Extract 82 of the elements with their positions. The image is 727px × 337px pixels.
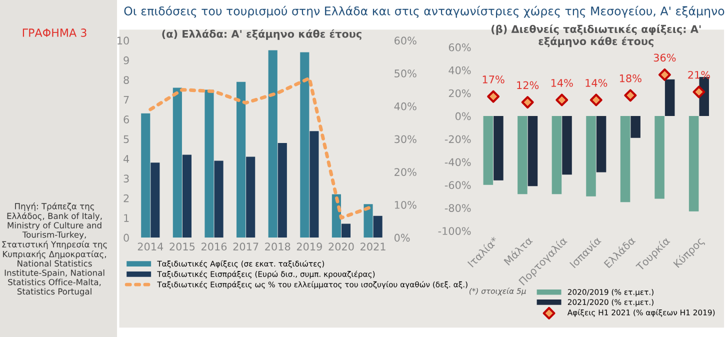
bar <box>562 116 572 175</box>
bar <box>172 88 182 238</box>
bar <box>596 116 606 172</box>
bar <box>483 116 494 185</box>
bar <box>518 116 528 194</box>
y2-tick-label: 10% <box>394 200 416 209</box>
bar <box>310 131 319 238</box>
point <box>590 94 602 106</box>
bar <box>246 156 256 238</box>
data-label: 14% <box>586 78 608 87</box>
data-label: 14% <box>551 78 573 87</box>
y-tick-label: 5 <box>124 135 129 144</box>
y-tick-label: 7 <box>124 96 129 104</box>
x-tick-label: 2017 <box>233 242 258 251</box>
y-tick-label: 20% <box>448 89 471 98</box>
bar <box>204 90 214 238</box>
y2-tick-label: 50% <box>394 70 416 78</box>
data-label: 21% <box>688 70 710 79</box>
x-tick-label: 2020 <box>328 242 354 251</box>
y2-tick-label: 30% <box>394 135 416 144</box>
bar <box>341 224 351 238</box>
bar <box>182 154 192 238</box>
bar <box>552 116 562 194</box>
y-tick-label: 0 <box>124 234 129 242</box>
bar <box>494 116 504 180</box>
point <box>692 86 706 98</box>
y-tick-label: 4 <box>124 155 130 163</box>
y-tick-label: 10 <box>118 36 129 45</box>
x-tick-label: 2018 <box>265 242 290 251</box>
y-tick-label: 3 <box>124 174 129 183</box>
point <box>658 68 671 81</box>
data-label: 18% <box>620 74 642 82</box>
y-tick-label: -100% <box>438 227 471 235</box>
bar <box>300 52 310 238</box>
bar <box>141 113 150 238</box>
y-tick-label: 8 <box>124 76 129 84</box>
bar <box>688 116 699 212</box>
y-tick-label: -40% <box>444 158 471 166</box>
chart-title: (β) Διεθνείς ταξιδιωτικές αφίξεις: Α' εξάμηνο κάθε έτους <box>492 24 701 48</box>
y-tick-label: 2 <box>124 194 129 202</box>
y2-tick-label: 20% <box>394 168 416 176</box>
y-tick-label: 40% <box>448 66 471 74</box>
text: Πηγή: Τράπεζα της Ελλάδος, Bank of Italy, Ministry of Culture and Tourism-Turkey, Στατιστική Υπηρεσία της Κυπριακής Δημοκρατίας, National Statistics Institute-Spain, National Statistics Office-Malta, Statistics Portugal <box>2 202 107 296</box>
point <box>521 96 534 109</box>
bar <box>236 82 246 238</box>
bar <box>278 142 287 238</box>
bar <box>654 116 664 199</box>
bar <box>150 162 160 238</box>
bar <box>586 116 596 196</box>
y-tick-label: 60% <box>448 43 471 52</box>
text: Οι επιδόσεις του τουρισμού στην Ελλάδα και στις ανταγωνίστριες χώρες της Μεσογείου, Α' εξάμηνο <box>124 6 724 18</box>
x-tick-label: 2016 <box>202 242 227 251</box>
bar <box>268 50 278 238</box>
bar <box>630 116 640 138</box>
y-tick-label: -60% <box>444 181 471 190</box>
point <box>556 94 568 106</box>
y-tick-label: 6 <box>124 116 129 124</box>
bar <box>364 204 373 238</box>
point <box>487 90 500 103</box>
bar <box>620 116 630 202</box>
y-tick-label: 1 <box>124 214 129 222</box>
bar <box>664 79 675 116</box>
y2-tick-label: 60% <box>394 36 416 45</box>
chart-title: (α) Ελλάδα: Α' εξάμηνο κάθε έτους <box>162 29 362 40</box>
y2-tick-label: 40% <box>394 102 416 110</box>
text: ΓΡΑΦΗΜΑ 3 <box>22 28 86 37</box>
y2-tick-label: 0% <box>394 234 410 242</box>
y-tick-label: 9 <box>124 56 129 64</box>
x-tick-label: 2021 <box>360 242 386 251</box>
x-tick-label: 2015 <box>170 242 195 251</box>
bar <box>214 160 224 238</box>
y-tick-label: 0% <box>455 112 471 120</box>
data-label: 17% <box>482 76 504 84</box>
bar <box>528 116 538 186</box>
x-tick-label: 2019 <box>296 242 322 251</box>
y-tick-label: -20% <box>444 135 471 144</box>
data-label: 12% <box>517 81 539 90</box>
data-label: 36% <box>654 54 676 62</box>
y-tick-label: -80% <box>444 204 471 212</box>
bar <box>373 216 382 238</box>
point <box>624 89 637 102</box>
x-tick-label: 2014 <box>138 242 164 251</box>
